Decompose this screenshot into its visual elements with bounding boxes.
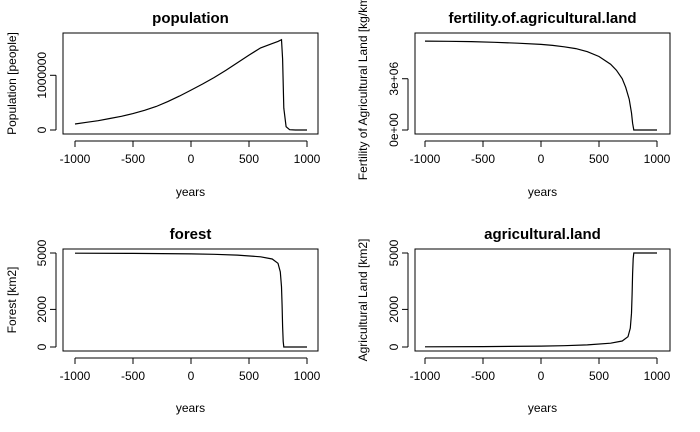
- x-tick-label: 1000: [294, 152, 321, 166]
- x-axis-label: years: [528, 185, 557, 199]
- y-tick-label: 0: [35, 343, 49, 350]
- series-line: [74, 38, 307, 131]
- y-tick-label: 3e+06: [387, 62, 401, 96]
- series-line: [424, 252, 657, 348]
- x-tick-label: 1000: [644, 369, 671, 383]
- y-axis-label: Fertility of Agricultural Land [kg/km2]: [356, 0, 370, 180]
- x-tick-label: 500: [589, 152, 609, 166]
- x-tick-label: -500: [121, 369, 145, 383]
- y-tick-label: 5000: [387, 239, 401, 266]
- x-tick-label: -1000: [60, 369, 91, 383]
- y-tick-label: 0: [35, 126, 49, 133]
- x-tick-label: -500: [471, 369, 495, 383]
- x-tick-label: 1000: [294, 369, 321, 383]
- y-axis-label: Agricultural Land [km2]: [356, 239, 370, 362]
- y-tick-label: 1000000: [35, 52, 49, 99]
- x-tick-label: -500: [121, 152, 145, 166]
- series-line: [74, 252, 307, 348]
- x-tick-label: 1000: [644, 152, 671, 166]
- x-tick-label: -1000: [410, 152, 441, 166]
- chart-title: agricultural.land: [484, 226, 601, 243]
- x-tick-label: -500: [471, 152, 495, 166]
- x-tick-label: 500: [589, 369, 609, 383]
- x-tick-label: 500: [239, 152, 259, 166]
- x-tick-label: 500: [239, 369, 259, 383]
- y-tick-label: 0: [387, 343, 401, 350]
- x-axis-label: years: [176, 401, 205, 415]
- plot-frame: [414, 248, 671, 352]
- plot-frame: [414, 32, 671, 135]
- chart-panel-4: agricultural.land -1000 -500 0 500 1000 years 0…: [356, 226, 671, 415]
- chart-panel-3: forest -1000 -500 0 500 1000 years 0 2000 5000 For…: [5, 226, 321, 415]
- chart-panel-2: fertility.of.agricultural.land -1000 -500 0…: [356, 0, 671, 199]
- y-axis-label: Forest [km2]: [5, 267, 19, 334]
- chart-title: fertility.of.agricultural.land: [448, 10, 636, 27]
- x-tick-label: -1000: [60, 152, 91, 166]
- chart-title: population: [152, 10, 229, 27]
- x-axis-label: years: [176, 185, 205, 199]
- plot-frame: [62, 32, 319, 135]
- series-line: [424, 40, 657, 131]
- y-tick-label: 0e+00: [387, 113, 401, 147]
- y-tick-label: 2000: [35, 296, 49, 323]
- x-axis-label: years: [528, 401, 557, 415]
- x-tick-label: -1000: [410, 369, 441, 383]
- x-tick-label: 0: [188, 369, 195, 383]
- x-tick-label: 0: [188, 152, 195, 166]
- x-tick-label: 0: [538, 152, 545, 166]
- y-axis-label: Population [people]: [5, 32, 19, 135]
- x-tick-label: 0: [538, 369, 545, 383]
- plot-frame: [62, 248, 319, 352]
- chart-panel-1: population -1000 -500 0 500 1000 years 0 1000000…: [5, 10, 321, 199]
- y-tick-label: 5000: [35, 239, 49, 266]
- chart-title: forest: [170, 226, 212, 243]
- y-tick-label: 2000: [387, 296, 401, 323]
